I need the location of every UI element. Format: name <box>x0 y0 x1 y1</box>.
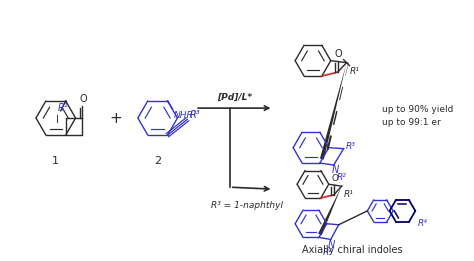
Text: 1: 1 <box>52 156 59 165</box>
Text: O: O <box>80 94 87 104</box>
Text: NHR²: NHR² <box>173 111 197 120</box>
Text: N: N <box>328 240 336 250</box>
Text: Axially chiral indoles: Axially chiral indoles <box>302 245 403 255</box>
Text: R²: R² <box>337 173 347 182</box>
Text: R³ = 1-naphthyl: R³ = 1-naphthyl <box>210 201 283 210</box>
Text: R³: R³ <box>189 110 200 120</box>
Text: R¹: R¹ <box>57 103 68 113</box>
Text: O: O <box>335 49 343 59</box>
Text: N: N <box>332 165 339 175</box>
Text: [Pd]/L*: [Pd]/L* <box>217 93 252 102</box>
Text: +: + <box>110 110 122 126</box>
Text: R²: R² <box>323 248 333 257</box>
Text: R⁴: R⁴ <box>417 219 427 228</box>
Polygon shape <box>318 186 342 235</box>
Text: R¹: R¹ <box>344 190 354 199</box>
Text: R³: R³ <box>346 142 356 151</box>
Text: R¹: R¹ <box>349 67 359 76</box>
Polygon shape <box>320 63 346 159</box>
Text: O: O <box>331 174 338 183</box>
Text: 2: 2 <box>154 156 161 165</box>
Text: up to 90% yield
up to 99:1 er: up to 90% yield up to 99:1 er <box>382 105 454 127</box>
Text: I: I <box>56 115 59 125</box>
